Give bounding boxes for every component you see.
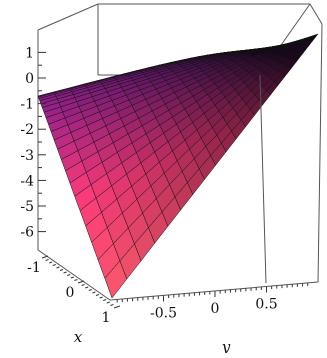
x-tick — [49, 261, 53, 264]
z-tick-label: 0 — [25, 71, 34, 87]
x-tick — [56, 266, 60, 269]
box-edge — [259, 74, 267, 284]
x-tick — [63, 271, 67, 274]
x-tick — [77, 280, 85, 284]
x-tick — [70, 276, 74, 279]
z-tick-label: -1 — [20, 97, 34, 113]
y-axis-label: y — [221, 338, 231, 353]
surface-mesh — [37, 33, 319, 299]
x-tick-label: -1 — [27, 260, 41, 276]
x-tick — [88, 289, 92, 291]
z-tick-label: -3 — [20, 148, 34, 164]
x-tick — [59, 269, 64, 271]
box-edge — [309, 3, 323, 25]
z-axis: 1 0 -1 -2 -3 -4 -5 -6 — [20, 45, 46, 241]
z-tick-label: -4 — [20, 173, 34, 189]
x-tick — [106, 301, 110, 304]
box-edge — [109, 281, 319, 301]
x-tick — [95, 294, 100, 296]
x-tick — [41, 255, 49, 259]
x-tick — [110, 304, 114, 306]
y-tick-label: 0 — [211, 301, 220, 317]
x-tick — [113, 305, 121, 309]
x-tick — [45, 259, 49, 261]
y-tick-label: -0.5 — [150, 306, 177, 322]
box-edge — [317, 23, 323, 283]
x-tick — [85, 286, 89, 289]
x-axis-label: x — [74, 328, 83, 346]
x-tick — [99, 296, 103, 299]
x-tick — [92, 291, 96, 294]
surface-patch — [314, 33, 319, 36]
z-tick-label: -2 — [20, 122, 34, 138]
y-tick-label: 0.5 — [255, 297, 277, 313]
y-axis: -0.5 0 0.5 — [116, 282, 309, 322]
x-tick — [74, 279, 78, 281]
box-edge — [37, 249, 111, 301]
z-tick-label: -5 — [20, 199, 34, 215]
x-tick — [81, 284, 85, 286]
box-edge — [37, 3, 99, 31]
x-tick — [52, 264, 56, 266]
x-tick-label: 1 — [102, 310, 111, 326]
x-tick — [67, 274, 71, 276]
z-tick-label: 1 — [25, 45, 34, 61]
bounding-box-front — [37, 23, 323, 301]
z-tick-label: -6 — [20, 225, 34, 241]
x-tick — [103, 299, 107, 301]
x-tick-label: 0 — [66, 285, 75, 301]
x-axis: -1 0 1 — [27, 255, 121, 326]
